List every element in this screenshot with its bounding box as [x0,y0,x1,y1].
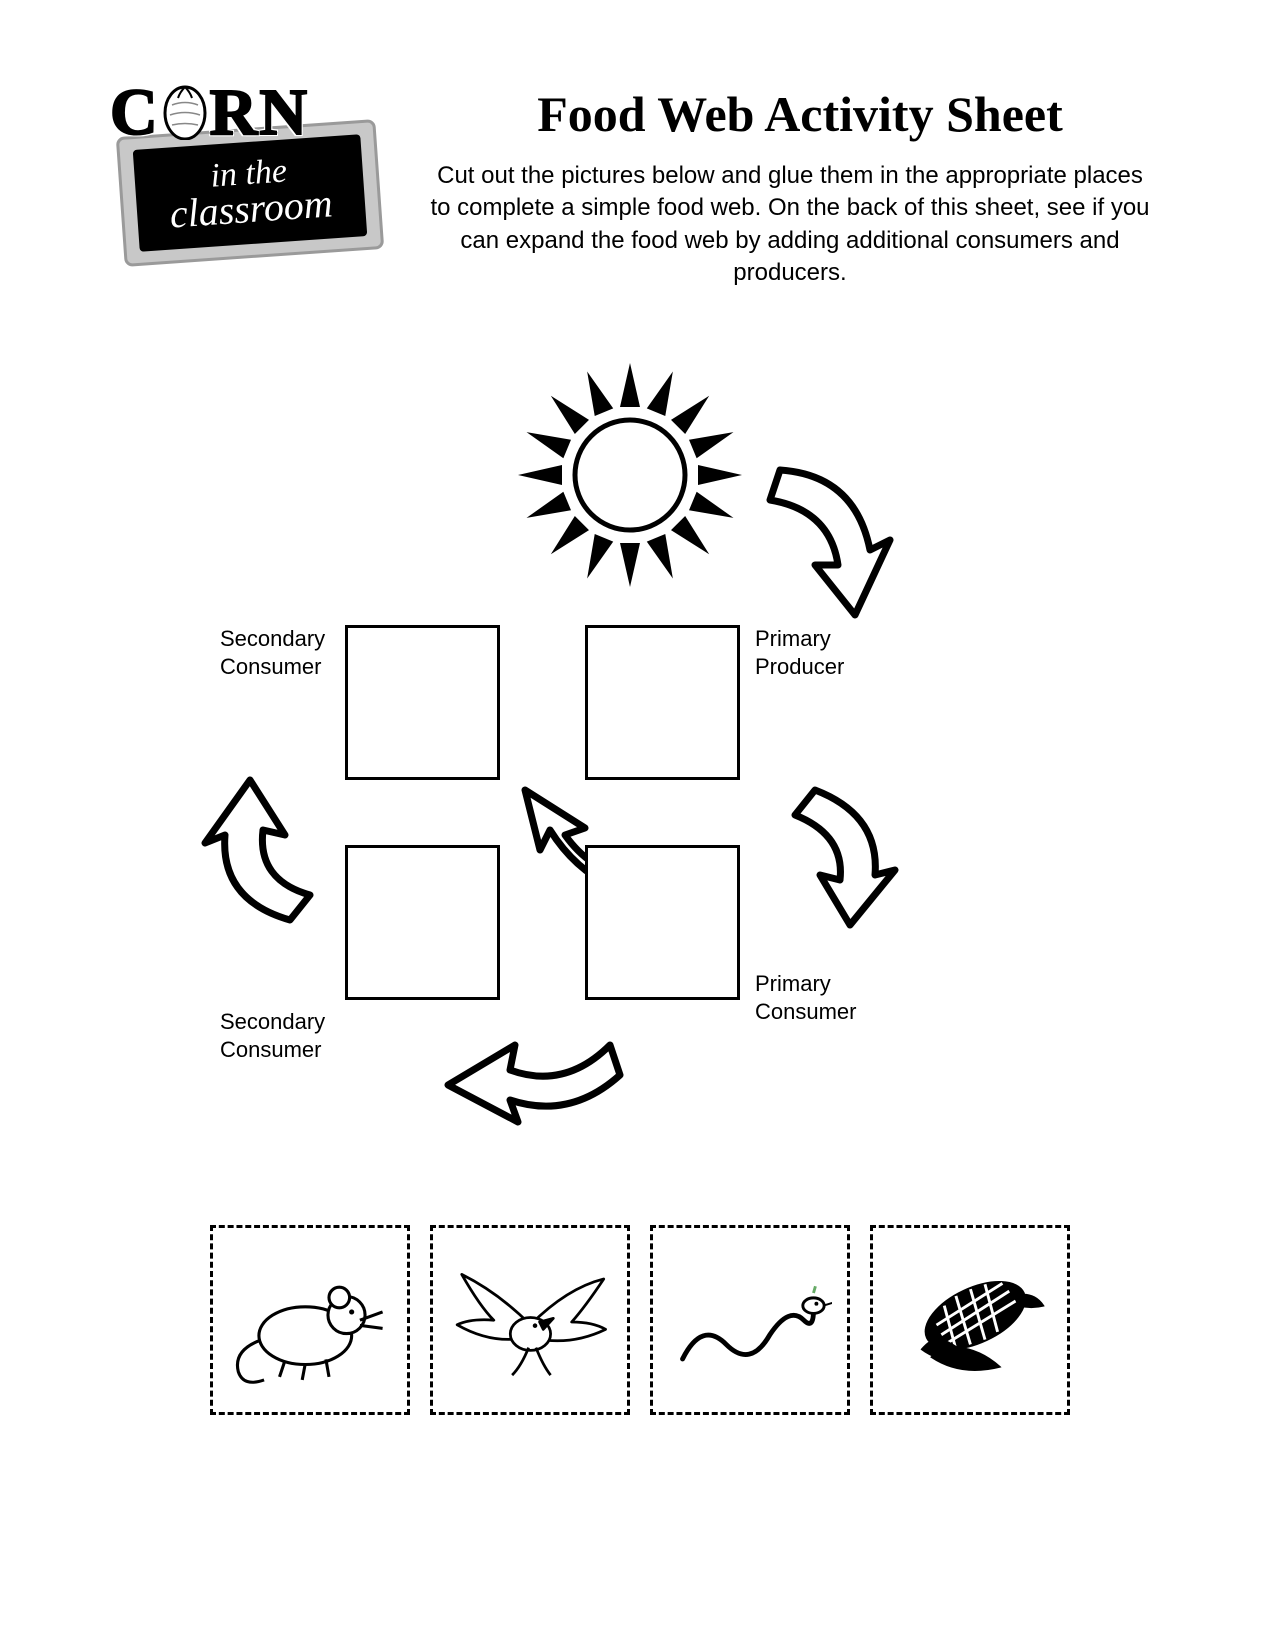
worksheet-page: C RN in the classroom Food Web Activity … [0,0,1275,1650]
box-primary-consumer [585,845,740,1000]
arrow-sun-to-producer [760,455,900,625]
label-secondary-consumer-top: SecondaryConsumer [220,625,325,680]
hawk-icon [448,1242,613,1398]
corn-logo: C RN in the classroom [110,80,400,258]
arrow-producer-to-consumer [780,780,900,930]
mouse-icon [228,1242,393,1398]
logo-subtitle-line2: classroom [169,184,334,233]
label-primary-consumer: PrimaryConsumer [755,970,856,1025]
sun-icon [515,360,745,590]
page-title: Food Web Activity Sheet [430,85,1170,143]
cutout-snake [650,1225,850,1415]
box-primary-producer [585,625,740,780]
snake-icon [668,1242,833,1398]
arrow-consumer-to-secondary-bottom [440,1020,630,1130]
corn-icon [888,1242,1053,1398]
cutout-mouse [210,1225,410,1415]
logo-wordmark: C RN [110,80,400,146]
cutout-hawk [430,1225,630,1415]
corn-kernel-icon [160,80,210,140]
food-web-diagram: SecondaryConsumer PrimaryProducer Second… [170,380,1100,1180]
box-secondary-consumer-top [345,625,500,780]
arrow-secondary-bottom-to-top [195,775,325,930]
instructions-text: Cut out the pictures below and glue them… [430,160,1150,290]
label-primary-producer: PrimaryProducer [755,625,844,680]
cutout-corn [870,1225,1070,1415]
label-secondary-consumer-bottom: SecondaryConsumer [220,1008,325,1063]
box-secondary-consumer-bottom [345,845,500,1000]
cutout-row [210,1225,1070,1415]
